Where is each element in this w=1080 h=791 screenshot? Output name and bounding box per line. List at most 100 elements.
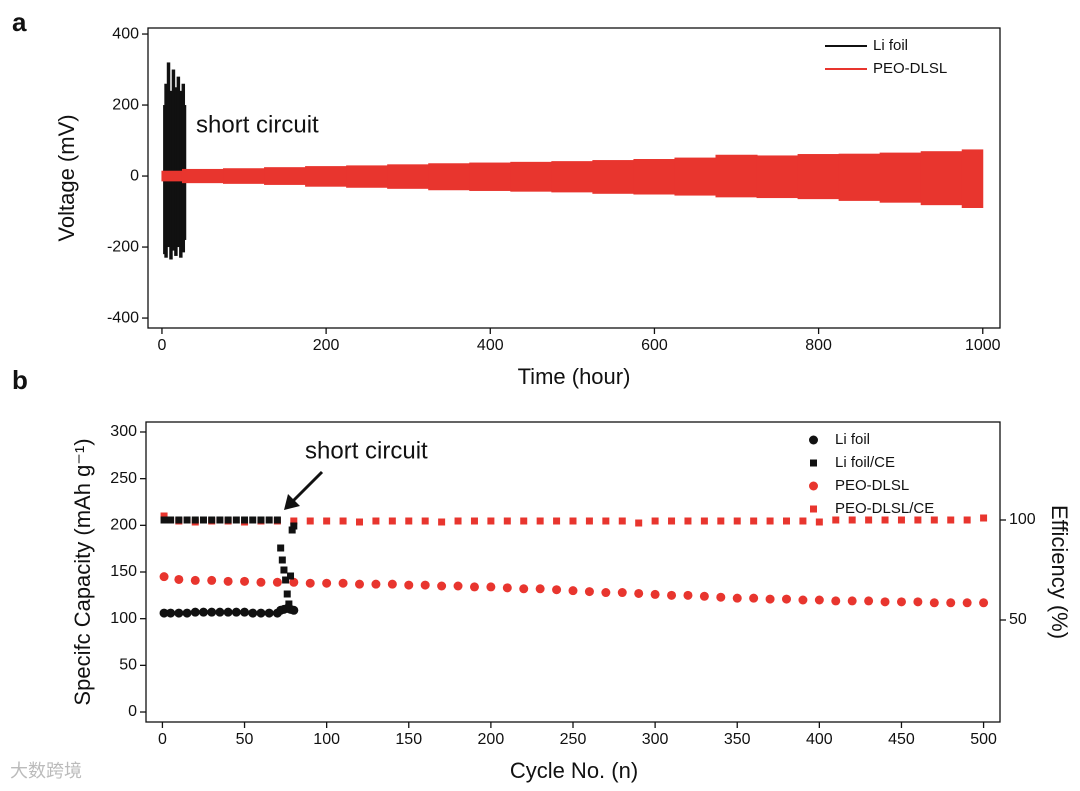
circle-marker	[502, 583, 512, 593]
circle-marker	[798, 595, 808, 605]
x-tick-label: 800	[805, 337, 832, 354]
circle-marker	[166, 608, 176, 618]
voltage-band	[756, 155, 799, 199]
annotation-arrow	[288, 470, 324, 506]
square-marker	[288, 526, 296, 534]
y-tick-label: 250	[110, 470, 137, 487]
circle-marker	[699, 591, 709, 601]
circle-marker	[831, 596, 841, 606]
voltage-band	[264, 167, 307, 185]
y-tick-label: 300	[110, 423, 137, 440]
x-tick-label: 500	[970, 731, 997, 748]
square-marker	[520, 517, 528, 525]
square-marker	[216, 516, 224, 524]
y-tick-label: 0	[130, 167, 139, 184]
x-tick-label: 450	[888, 731, 915, 748]
square-marker	[191, 516, 199, 524]
square-marker	[278, 556, 286, 564]
circle-marker	[913, 597, 923, 607]
y2-tick-label: 50	[1009, 611, 1027, 628]
square-marker	[277, 544, 285, 552]
circle-marker	[404, 580, 414, 590]
square-marker	[585, 517, 593, 525]
square-marker	[249, 516, 257, 524]
circle-marker	[289, 577, 299, 587]
square-marker	[372, 517, 380, 525]
square-marker	[285, 600, 293, 608]
square-marker	[421, 517, 429, 525]
voltage-band	[161, 170, 183, 182]
annotation: short circuit	[305, 437, 428, 464]
circle-marker	[215, 607, 225, 617]
circle-marker	[469, 582, 479, 592]
square-marker	[290, 522, 298, 530]
circle-marker	[256, 608, 266, 618]
square-marker	[914, 516, 922, 524]
x-tick-label: 200	[478, 731, 505, 748]
circle-marker	[765, 594, 775, 604]
square-marker	[618, 517, 626, 525]
circle-marker	[847, 596, 857, 606]
circle-marker	[387, 579, 397, 589]
square-marker	[980, 514, 988, 522]
square-marker	[947, 516, 955, 524]
square-marker	[405, 517, 413, 525]
x-tick-label: 200	[313, 337, 340, 354]
circle-marker	[240, 607, 250, 617]
voltage-band	[176, 76, 181, 248]
x-tick-label: 400	[806, 731, 833, 748]
circle-marker	[182, 608, 192, 618]
x-tick-label: 50	[236, 731, 254, 748]
circle-marker	[264, 608, 274, 618]
circle-marker	[617, 588, 627, 598]
x-tick-label: 600	[641, 337, 668, 354]
annotation: short circuit	[196, 111, 319, 138]
circle-marker	[256, 577, 266, 587]
x-tick-label: 400	[477, 337, 504, 354]
voltage-band	[166, 62, 171, 248]
y-tick-label: 400	[112, 25, 139, 42]
circle-marker	[535, 584, 545, 594]
square-marker	[717, 517, 725, 525]
voltage-band	[387, 164, 430, 189]
circle-marker	[732, 593, 742, 603]
square-marker	[160, 516, 168, 524]
y-tick-label: 100	[110, 610, 137, 627]
square-marker	[241, 516, 249, 524]
circle-marker	[601, 588, 611, 598]
circle-marker	[174, 574, 184, 584]
voltage-band	[171, 69, 176, 251]
circle-marker	[223, 607, 233, 617]
circle-marker	[519, 584, 529, 594]
square-marker	[282, 576, 290, 584]
square-marker	[167, 516, 175, 524]
voltage-band	[633, 159, 676, 195]
square-marker	[323, 517, 331, 525]
square-marker	[290, 517, 298, 525]
circle-marker	[979, 598, 989, 608]
square-marker	[635, 519, 643, 527]
x-tick-label: 1000	[965, 337, 1001, 354]
square-marker	[273, 516, 281, 524]
square-marker	[963, 516, 971, 524]
circle-marker	[486, 582, 496, 592]
y2-axis-title: Efficiency (%)	[1047, 505, 1072, 639]
voltage-band	[510, 161, 553, 192]
circle-marker	[305, 578, 315, 588]
legend-swatch	[810, 505, 817, 513]
x-axis-title: Cycle No. (n)	[510, 758, 638, 783]
square-marker	[487, 517, 495, 525]
square-marker	[356, 518, 363, 526]
legend-label: PEO-DLSL	[835, 477, 909, 494]
voltage-band	[469, 162, 512, 191]
circle-marker	[190, 575, 200, 585]
circle-marker	[634, 588, 644, 598]
circle-marker	[338, 578, 348, 588]
circle-marker	[782, 594, 791, 604]
square-marker	[897, 516, 905, 524]
circle-marker	[272, 577, 282, 587]
circle-marker	[437, 581, 447, 591]
circle-marker	[584, 587, 594, 597]
square-marker	[750, 517, 758, 525]
circle-marker	[716, 592, 726, 602]
